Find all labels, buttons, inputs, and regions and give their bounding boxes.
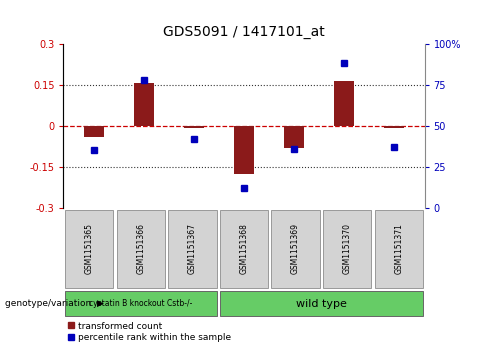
Legend: transformed count, percentile rank within the sample: transformed count, percentile rank withi… [68, 322, 231, 342]
FancyBboxPatch shape [374, 209, 423, 288]
Text: cystatin B knockout Cstb-/-: cystatin B knockout Cstb-/- [89, 299, 192, 308]
FancyBboxPatch shape [220, 291, 423, 316]
Bar [134, 83, 154, 126]
Text: GSM1151366: GSM1151366 [136, 224, 145, 274]
Bar [184, 126, 204, 129]
Bar [385, 126, 405, 129]
Bar [284, 126, 304, 148]
Text: genotype/variation  ▶: genotype/variation ▶ [5, 299, 104, 308]
FancyBboxPatch shape [271, 209, 320, 288]
Text: GDS5091 / 1417101_at: GDS5091 / 1417101_at [163, 25, 325, 40]
Text: GSM1151371: GSM1151371 [394, 224, 403, 274]
FancyBboxPatch shape [323, 209, 371, 288]
Bar [83, 126, 103, 136]
Text: GSM1151368: GSM1151368 [240, 224, 248, 274]
FancyBboxPatch shape [117, 209, 165, 288]
Text: wild type: wild type [296, 298, 347, 309]
Text: GSM1151370: GSM1151370 [343, 224, 352, 274]
Text: GSM1151369: GSM1151369 [291, 224, 300, 274]
FancyBboxPatch shape [65, 209, 114, 288]
Text: GSM1151365: GSM1151365 [85, 224, 94, 274]
Text: GSM1151367: GSM1151367 [188, 224, 197, 274]
FancyBboxPatch shape [65, 291, 217, 316]
FancyBboxPatch shape [168, 209, 217, 288]
Bar [234, 126, 254, 174]
FancyBboxPatch shape [220, 209, 268, 288]
Bar [334, 81, 354, 126]
